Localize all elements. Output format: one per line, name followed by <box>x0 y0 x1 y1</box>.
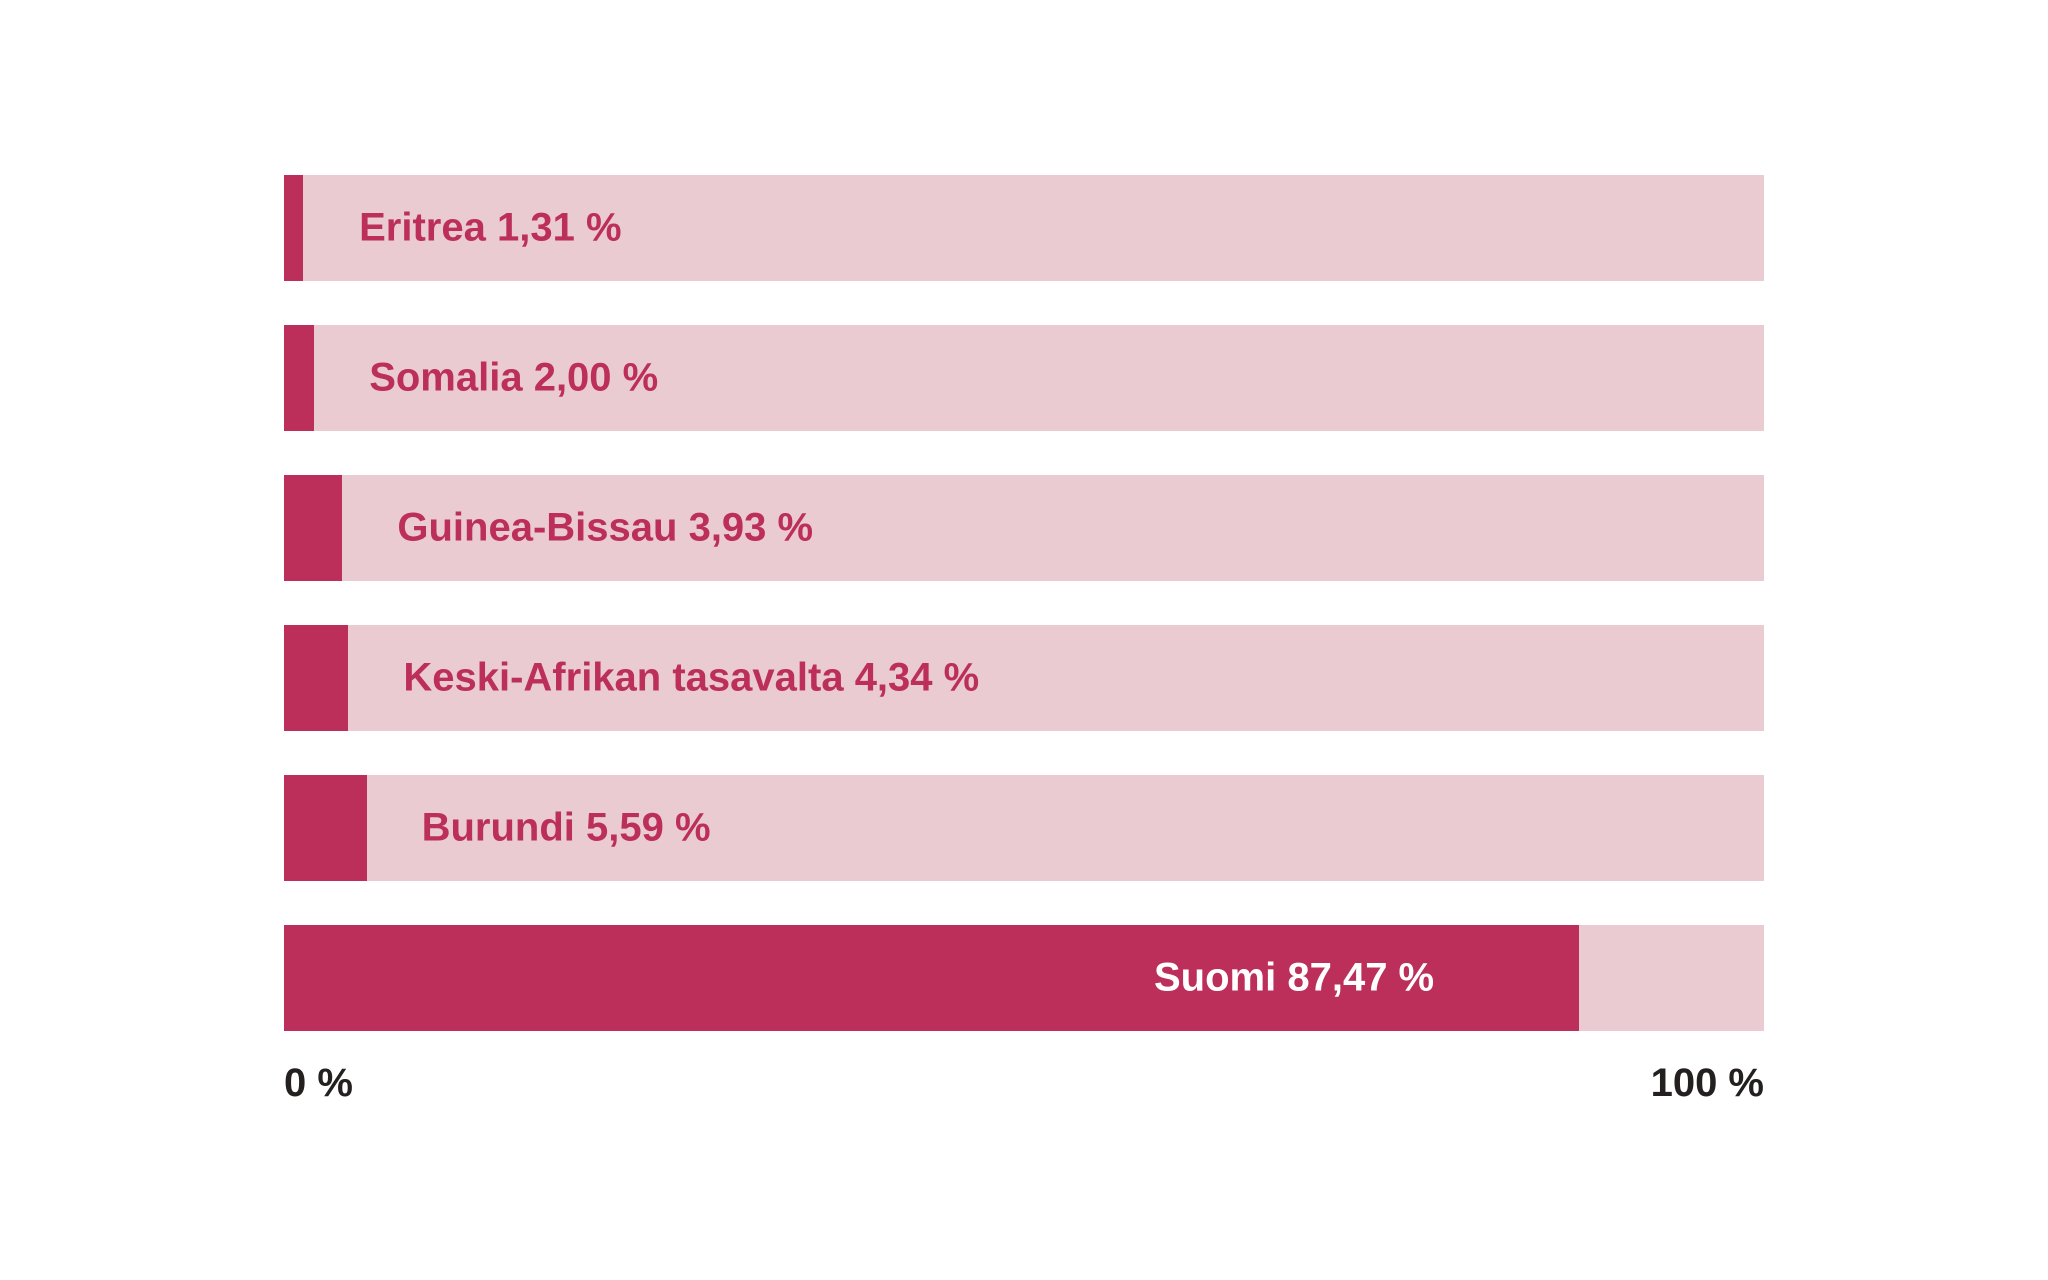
bar-label: Suomi 87,47 % <box>1154 955 1434 1000</box>
axis-min-label: 0 % <box>284 1061 353 1106</box>
bar-fill <box>284 175 303 281</box>
bar-row: Suomi 87,47 % <box>284 925 1764 1031</box>
bars-wrapper: Eritrea 1,31 % Somalia 2,00 % Guinea-Bissa… <box>284 175 1764 1031</box>
bar-label: Guinea-Bissau 3,93 % <box>397 505 813 550</box>
bar-row: Guinea-Bissau 3,93 % <box>284 475 1764 581</box>
axis-max-label: 100 % <box>1651 1061 1764 1106</box>
bar-label: Burundi 5,59 % <box>422 805 711 850</box>
axis-labels: 0 % 100 % <box>284 1061 1764 1106</box>
bar-row: Eritrea 1,31 % <box>284 175 1764 281</box>
bar-fill <box>284 325 314 431</box>
bar-fill <box>284 625 348 731</box>
bar-label: Keski-Afrikan tasavalta 4,34 % <box>403 655 979 700</box>
bar-row: Somalia 2,00 % <box>284 325 1764 431</box>
bar-label: Eritrea 1,31 % <box>359 205 621 250</box>
bar-row: Burundi 5,59 % <box>284 775 1764 881</box>
percentage-bar-chart: Eritrea 1,31 % Somalia 2,00 % Guinea-Bissa… <box>284 175 1764 1106</box>
bar-fill <box>284 475 342 581</box>
bar-row: Keski-Afrikan tasavalta 4,34 % <box>284 625 1764 731</box>
bar-label: Somalia 2,00 % <box>369 355 658 400</box>
bar-fill <box>284 775 367 881</box>
